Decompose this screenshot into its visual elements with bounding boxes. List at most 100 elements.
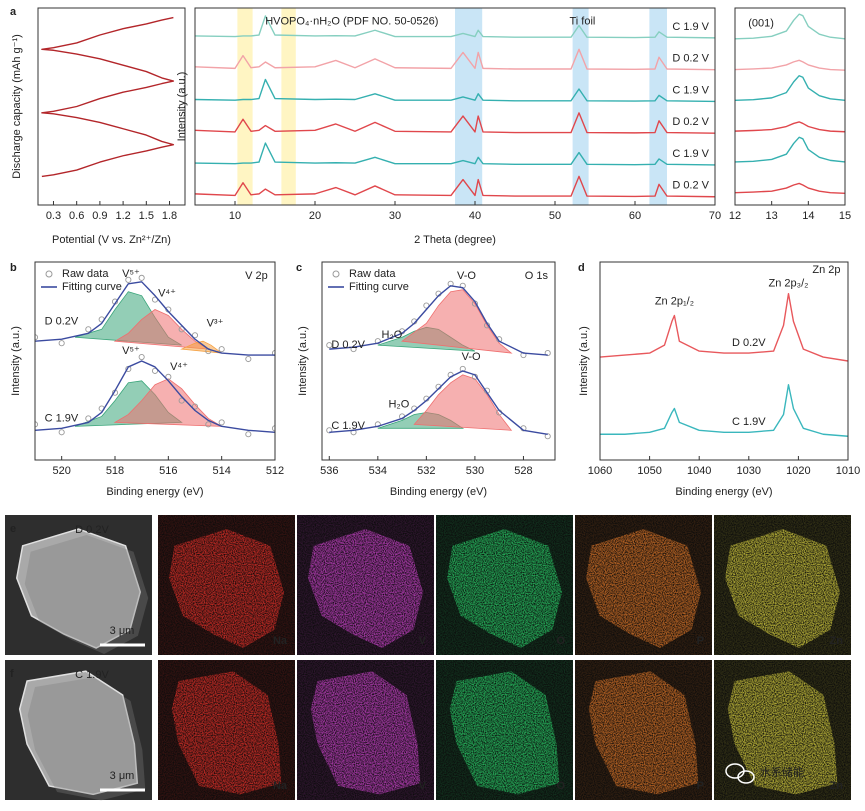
annotation: Zn 2p <box>812 264 840 276</box>
annotation: (001) <box>748 18 774 30</box>
series-label: D 0.2 V <box>672 116 709 128</box>
panel-letter: a <box>10 6 17 18</box>
eds-particle <box>168 529 285 648</box>
annotation: Ti foil <box>569 16 595 28</box>
sem-particle-shade <box>27 677 146 801</box>
data-line <box>600 292 848 362</box>
x-tick-label: 1050 <box>637 465 661 477</box>
x-tick-label: 530 <box>466 465 484 477</box>
x-tick-label: 70 <box>709 210 721 222</box>
legend-marker <box>45 270 53 278</box>
element-label: Na <box>273 780 288 792</box>
x-tick-label: 536 <box>320 465 338 477</box>
data-point <box>125 276 132 283</box>
annotation: O 1s <box>525 270 549 282</box>
data-line <box>195 142 715 166</box>
annotation: Zn 2p₃/₂ <box>769 278 809 290</box>
element-label: O <box>556 635 565 647</box>
watermark: 水系储能 <box>760 765 804 779</box>
data-point <box>218 346 225 353</box>
data-line <box>735 136 845 163</box>
legend-marker <box>332 270 340 278</box>
legend-label: Fitting curve <box>349 281 409 293</box>
data-point <box>544 350 551 357</box>
data-point <box>191 332 199 339</box>
eds-particle <box>446 529 563 648</box>
data-line <box>195 112 715 134</box>
plot-area <box>326 280 551 440</box>
data-point <box>178 397 185 404</box>
data-point <box>58 340 65 347</box>
data-point <box>205 421 212 428</box>
data-line <box>41 16 175 178</box>
x-axis-title: Potential (V vs. Zn²⁺/Zn) <box>52 234 171 246</box>
element-label: O <box>556 780 565 792</box>
annotation: V³⁺ <box>207 317 224 329</box>
annotation: C 1.9V <box>45 412 79 424</box>
data-line <box>735 13 845 40</box>
plot-frame <box>599 261 849 461</box>
x-tick-label: 1.8 <box>162 210 177 222</box>
x-tick-label: 20 <box>309 210 321 222</box>
data-line <box>735 75 845 102</box>
plot-area <box>735 13 845 194</box>
annotation: V-O <box>457 270 476 282</box>
x-tick-label: 0.3 <box>46 210 61 222</box>
annotation: V-O <box>462 351 481 363</box>
x-tick-label: 0.6 <box>69 210 84 222</box>
annotation: V⁵⁺ <box>122 345 140 357</box>
series-label: C 1.9V <box>732 416 766 428</box>
x-tick-label: 15 <box>839 210 851 222</box>
y-axis-title: Discharge capacity (mAh g⁻¹) <box>11 34 23 179</box>
data-point <box>85 326 92 333</box>
data-point <box>191 403 199 410</box>
x-tick-label: 14 <box>802 210 814 222</box>
scale-bar-label: 3 μm <box>110 625 135 637</box>
annotation: V⁴⁺ <box>158 288 176 300</box>
data-point <box>326 342 333 349</box>
eds-particle <box>310 671 421 795</box>
plot-area <box>195 15 715 198</box>
data-point <box>138 353 145 361</box>
x-tick-label: 1040 <box>687 465 711 477</box>
x-tick-label: 516 <box>159 465 177 477</box>
data-line <box>600 384 848 437</box>
plot-frame <box>321 261 556 461</box>
x-tick-label: 534 <box>369 465 387 477</box>
sem-particle <box>15 528 142 649</box>
eds-particle <box>307 529 424 648</box>
panel-letter: e <box>10 523 16 535</box>
component-area <box>401 289 513 354</box>
x-axis-title: Binding energy (eV) <box>675 486 772 498</box>
eds-particle <box>171 671 282 795</box>
data-point <box>58 429 65 436</box>
series-label: C 1.9 V <box>672 84 709 96</box>
eds-particle <box>724 529 841 648</box>
data-point <box>326 427 333 434</box>
x-tick-label: 1020 <box>786 465 810 477</box>
panel-letter: c <box>296 262 302 274</box>
eds-particle <box>727 671 838 795</box>
annotation: Zn 2p₁/₂ <box>655 296 694 308</box>
highlight-band <box>649 8 667 205</box>
x-tick-label: 1060 <box>588 465 612 477</box>
data-line <box>35 281 275 356</box>
highlight-band <box>455 8 483 205</box>
x-tick-label: 0.9 <box>92 210 107 222</box>
legend-label: Fitting curve <box>62 281 122 293</box>
series-label: D 0.2V <box>732 337 766 349</box>
annotation: H₂O <box>382 329 403 341</box>
highlight-band <box>237 8 253 205</box>
element-label: P <box>697 635 704 647</box>
x-tick-label: 13 <box>766 210 778 222</box>
y-axis-title: Intensity (a.u.) <box>297 326 309 396</box>
y-axis-title: Intensity (a.u.) <box>578 326 590 396</box>
x-tick-label: 1010 <box>836 465 860 477</box>
scale-bar-label: 3 μm <box>110 770 135 782</box>
plot-area <box>41 16 175 178</box>
element-label: Zn <box>830 780 844 792</box>
element-label: V <box>419 635 427 647</box>
plot-frame <box>37 7 186 206</box>
series-label: C 1.9 V <box>672 21 709 33</box>
element-label: V <box>419 780 427 792</box>
